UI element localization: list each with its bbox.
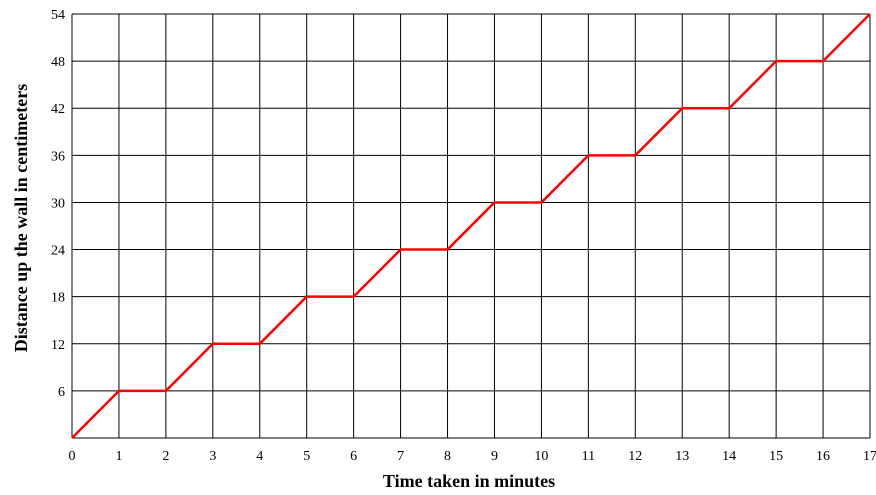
series-line xyxy=(71,13,871,439)
x-tick-label: 11 xyxy=(582,449,595,464)
x-tick-label: 7 xyxy=(397,449,404,464)
y-tick-label: 6 xyxy=(58,385,65,400)
x-tick-label: 12 xyxy=(628,449,642,464)
y-tick-label: 18 xyxy=(51,291,65,306)
x-tick-label: 8 xyxy=(444,449,451,464)
y-axis-ticks: 6 12 18 24 30 36 42 48 54 xyxy=(51,8,65,400)
x-tick-label: 15 xyxy=(769,449,783,464)
chart-series xyxy=(71,13,871,439)
x-tick-label: 3 xyxy=(209,449,216,464)
x-tick-label: 2 xyxy=(162,449,169,464)
y-tick-label: 36 xyxy=(51,149,65,164)
x-tick-label: 13 xyxy=(675,449,689,464)
y-tick-label: 54 xyxy=(51,8,65,23)
chart-grid xyxy=(71,13,871,439)
y-tick-label: 24 xyxy=(51,244,65,259)
x-tick-label: 0 xyxy=(69,449,76,464)
y-tick-label: 30 xyxy=(51,196,65,211)
x-tick-label: 17 xyxy=(863,449,876,464)
x-tick-label: 4 xyxy=(256,449,263,464)
y-tick-label: 12 xyxy=(51,338,65,353)
x-tick-label: 10 xyxy=(534,449,548,464)
x-tick-label: 5 xyxy=(303,449,310,464)
x-tick-label: 1 xyxy=(115,449,122,464)
x-tick-label: 16 xyxy=(816,449,830,464)
x-tick-label: 6 xyxy=(350,449,357,464)
x-tick-label: 14 xyxy=(722,449,736,464)
y-tick-label: 42 xyxy=(51,102,65,117)
y-axis-title: Distance up the wall in centimeters xyxy=(11,84,31,352)
x-axis-ticks: 0 1 2 3 4 5 6 7 8 9 10 11 12 13 14 15 16 17 xyxy=(69,449,876,464)
y-tick-label: 48 xyxy=(51,55,65,70)
x-tick-label: 9 xyxy=(491,449,498,464)
x-axis-title: Time taken in minutes xyxy=(383,471,555,491)
